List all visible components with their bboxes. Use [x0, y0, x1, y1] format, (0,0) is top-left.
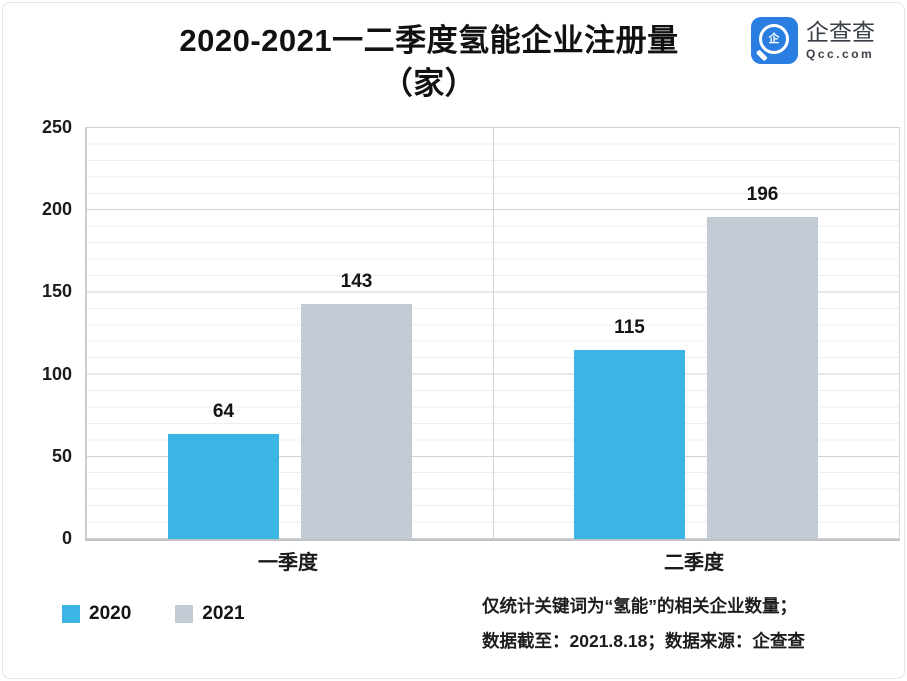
y-tick-150: 150	[41, 281, 72, 301]
qcc-logo: 企 企查查 Qcc.com	[751, 17, 875, 64]
legend-item-2021: 2021	[175, 603, 245, 625]
magnifier-ring-icon: 企	[759, 24, 789, 54]
legend-item-2020: 2020	[62, 603, 131, 625]
y-tick-0: 0	[61, 528, 72, 548]
category-panel-q1: 64 143	[87, 128, 493, 539]
y-tick-50: 50	[51, 446, 72, 466]
category-panel-q2: 115 196	[493, 128, 899, 539]
footnote-line1: 仅统计关键词为“氢能”的相关企业数量；	[482, 596, 797, 616]
bar-2020-q1: 64	[168, 401, 279, 539]
footnote: 仅统计关键词为“氢能”的相关企业数量； 数据截至：2021.8.18；数据来源：…	[482, 589, 805, 659]
y-tick-100: 100	[41, 364, 72, 384]
x-label-q2: 二季度	[664, 552, 724, 574]
plot-area: 64 143 115 196	[85, 127, 900, 541]
bar-value-label-2021-q1: 143	[340, 270, 373, 292]
bar-value-label-2021-q2: 196	[746, 183, 779, 205]
x-axis-labels: 一季度 二季度	[85, 546, 897, 575]
bar-value-label-2020-q2: 115	[614, 316, 645, 338]
qcc-logo-text: 企查查 Qcc.com	[806, 17, 875, 64]
y-tick-200: 200	[41, 199, 72, 219]
legend-label-2020: 2020	[89, 603, 132, 624]
qcc-logo-domain: Qcc.com	[806, 47, 875, 61]
chart-title-line2: （家）	[381, 66, 477, 101]
bar-2020-q2: 115	[574, 317, 685, 539]
qi-glyph: 企	[768, 32, 780, 45]
bar-value-label-2020-q1: 64	[212, 400, 235, 422]
chart-title: 2020-2021一二季度氢能企业注册量 （家）	[0, 19, 858, 105]
bar-2021-q2: 196	[707, 184, 818, 539]
footnote-line2: 数据截至：2021.8.18；数据来源：企查查	[482, 631, 805, 651]
legend: 2020 2021	[62, 603, 245, 625]
legend-swatch-2021	[175, 605, 194, 623]
bar-2021-q1: 143	[301, 271, 412, 539]
legend-label-2021: 2021	[202, 603, 245, 624]
category-divider-line	[493, 128, 494, 539]
chart-title-line1: 2020-2021一二季度氢能企业注册量	[179, 23, 679, 58]
y-tick-250: 250	[41, 117, 72, 137]
qcc-logo-name: 企查查	[806, 19, 875, 45]
x-label-q1: 一季度	[258, 552, 318, 574]
legend-swatch-2020	[62, 605, 80, 623]
qcc-logo-icon: 企	[751, 17, 798, 64]
